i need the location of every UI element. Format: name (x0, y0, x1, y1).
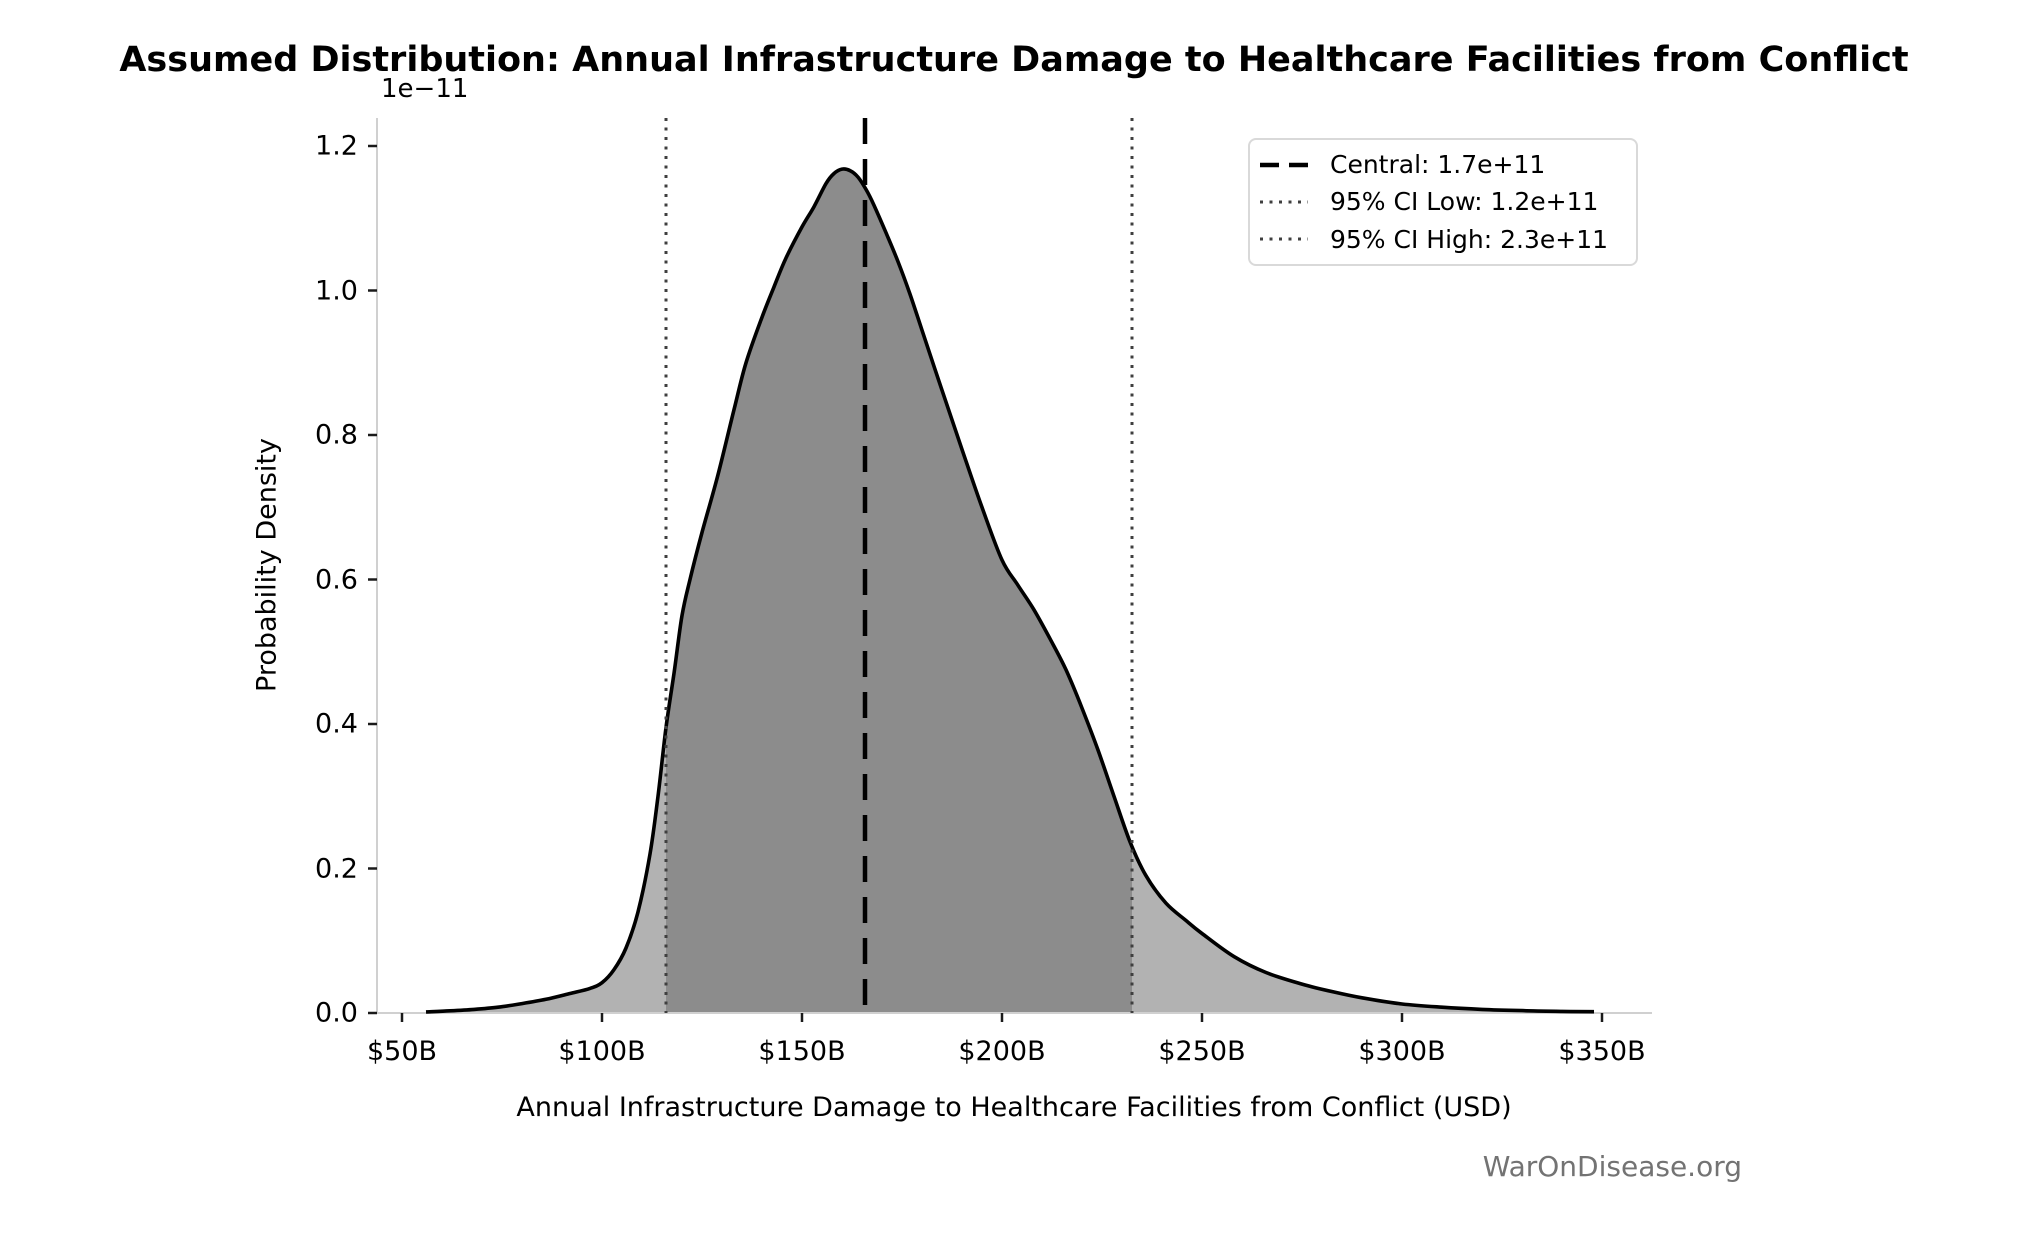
legend-entry: Central: 1.7e+11 (1260, 150, 1626, 179)
chart-title: Assumed Distribution: Annual Infrastruct… (119, 40, 1909, 80)
legend-entry-label: Central: 1.7e+11 (1330, 150, 1546, 180)
y-axis-offset-label: 1e−11 (381, 74, 469, 104)
x-tick-label: $150B (758, 1036, 846, 1067)
legend-entry-label: 95% CI High: 2.3e+11 (1330, 224, 1609, 254)
x-tick-label: $100B (558, 1036, 646, 1067)
x-tick-label: $200B (958, 1036, 1046, 1067)
y-tick-label: 1.0 (315, 275, 358, 306)
x-tick-label: $50B (366, 1036, 438, 1067)
x-tick-label: $250B (1158, 1036, 1246, 1067)
x-tick-label: $350B (1558, 1036, 1646, 1067)
dashed-line-sample-icon (1260, 162, 1308, 167)
y-tick-label: 0.8 (315, 419, 358, 451)
y-tick-label: 1.2 (315, 130, 358, 162)
legend-entry: 95% CI High: 2.3e+11 (1260, 225, 1626, 254)
dotted-line-sample-icon (1260, 200, 1308, 204)
dotted-line-sample-icon (1260, 237, 1308, 241)
y-tick-label: 0.6 (315, 564, 358, 595)
legend-entry: 95% CI Low: 1.2e+11 (1260, 187, 1626, 216)
watermark: WarOnDisease.org (1482, 1150, 1742, 1183)
x-tick-label: $300B (1358, 1036, 1446, 1067)
legend: Central: 1.7e+11 95% CI Low: 1.2e+11 95% C… (1248, 138, 1638, 266)
x-axis-label: Annual Infrastructure Damage to Healthca… (516, 1092, 1512, 1123)
density-fill-ci (666, 168, 1132, 1013)
y-tick-label: 0.0 (315, 997, 358, 1029)
y-axis-label: Probability Density (251, 438, 283, 692)
y-tick-label: 0.4 (315, 708, 358, 740)
legend-entry-label: 95% CI Low: 1.2e+11 (1330, 187, 1599, 217)
y-tick-label: 0.2 (315, 853, 358, 884)
density-curve (425, 167, 1595, 1014)
